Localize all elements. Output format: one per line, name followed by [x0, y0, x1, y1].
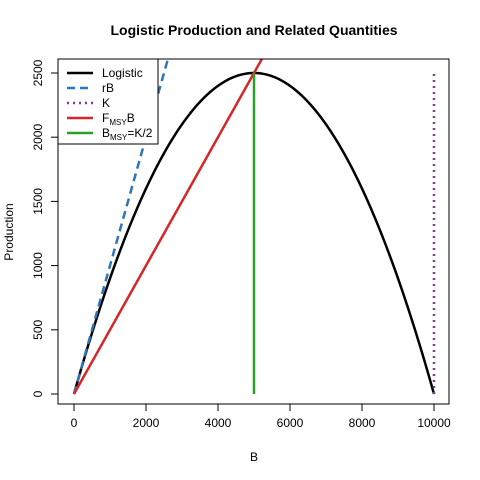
y-tick-label: 2000	[31, 124, 45, 151]
x-tick-label: 4000	[205, 416, 232, 430]
plot-area	[72, 59, 436, 395]
y-axis: 0 500 1000 1500 2000 2500	[31, 59, 59, 397]
x-tick-label: 2000	[133, 416, 160, 430]
y-tick-label: 1500	[31, 188, 45, 215]
y-tick-label: 2500	[31, 59, 45, 86]
y-axis-label: Production	[2, 203, 16, 260]
x-axis: 0 2000 4000 6000 8000 10000	[71, 403, 451, 430]
chart-title: Logistic Production and Related Quantiti…	[110, 22, 397, 38]
y-tick-label: 500	[31, 319, 45, 339]
legend-label-4: FMSYB	[102, 111, 135, 127]
x-tick-label: 8000	[349, 416, 376, 430]
series-4-line	[72, 59, 264, 395]
x-tick-label: 10000	[417, 416, 451, 430]
x-tick-label: 6000	[277, 416, 304, 430]
legend-label-3: K	[102, 96, 110, 110]
y-tick-label: 0	[31, 390, 45, 397]
legend-label-5: BMSY=K/2	[102, 126, 153, 142]
y-tick-label: 1000	[31, 252, 45, 279]
legend-label-1: Logistic	[102, 66, 143, 80]
legend-label-2: rB	[102, 81, 114, 95]
x-tick-label: 0	[71, 416, 78, 430]
x-axis-label: B	[250, 450, 258, 464]
legend-box	[57, 58, 159, 145]
